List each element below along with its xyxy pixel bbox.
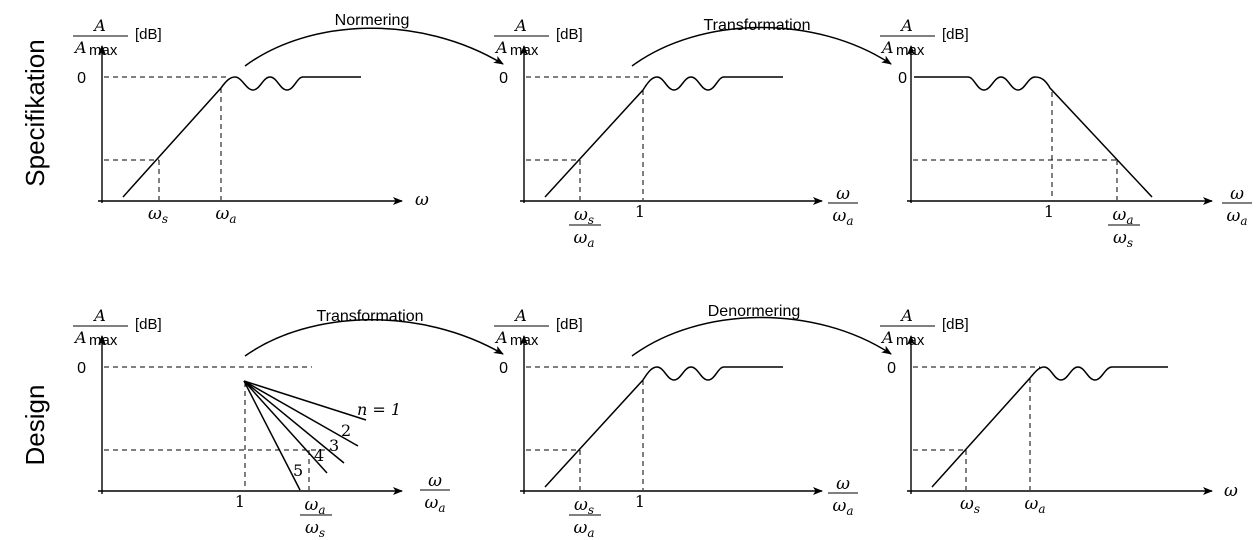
panel-design-normalized: A A max [dB] 0 ωs ωa 1 ω ωa [494,306,858,540]
tick-zero: 0 [77,70,86,87]
x-axis-label: ω ωa [828,474,858,518]
svg-text:max: max [89,42,118,59]
svg-text:ωa: ωa [424,493,445,515]
row-label-specifikation: Specifikation [20,39,50,186]
arrow-label-transformation-bottom: Transformation [317,308,424,325]
svg-text:ωa: ωa [1112,205,1133,227]
svg-text:[dB]: [dB] [135,26,162,43]
svg-text:ω: ω [836,474,850,494]
svg-text:A: A [899,16,913,35]
svg-text:A: A [513,16,527,35]
y-axis-label: A A [dB] max [dB] [73,306,162,349]
order-line-3 [243,380,345,464]
svg-text:ωa: ωa [832,206,853,228]
response-curve [544,366,783,488]
tick-omega-s: ωs [148,204,168,226]
svg-text:max: max [89,332,118,349]
tick-zero: 0 [499,70,508,87]
tick-omega-a: ωa [215,204,236,226]
x-axis-label: ω ωa [828,184,858,228]
tick-ratio-a-over-s: ωa ωs [300,495,332,540]
panel-spec-lowpass: A A max [dB] 0 1 ωa ωs ω ωa [880,16,1252,250]
arrow-transformation-top: Transformation [631,17,892,67]
panel-spec-normalized: A A max [dB] 0 ωs ωa 1 ω ωa [494,16,858,250]
order-label-3: 3 [329,436,339,455]
svg-text:[dB]: [dB] [556,316,583,333]
tick-zero: 0 [499,360,508,377]
tick-zero: 0 [898,70,907,87]
tick-one: 1 [635,202,645,221]
y-axis-label: A A max [dB] [494,306,583,349]
svg-text:ωs: ωs [1113,228,1133,250]
x-axis-label: ω ωa [1222,184,1252,228]
svg-text:A: A [73,328,87,347]
svg-text:ω: ω [1230,184,1244,204]
svg-text:A: A [880,328,894,347]
tick-ratio-a-over-s: ωa ωs [1108,205,1140,250]
svg-text:A: A [880,38,894,57]
order-lines [243,380,367,491]
svg-text:A: A [73,38,87,57]
svg-text:[dB]: [dB] [942,26,969,43]
tick-one: 1 [1044,202,1054,221]
x-axis-label: ω ωa [420,471,450,515]
tick-omega-s: ωs [960,494,980,516]
order-label-4: 4 [314,446,324,465]
x-axis-label: ω [1224,481,1238,501]
arrow-normering: Normering [244,12,504,67]
arrow-transformation-bottom: Transformation [244,308,504,357]
order-line-4 [243,380,328,474]
svg-text:ωs: ωs [574,495,594,517]
tick-zero: 0 [77,360,86,377]
row-label-design: Design [20,385,50,466]
svg-text:A: A [899,306,913,325]
order-label-2: 2 [341,421,351,440]
order-line-2 [243,380,359,447]
order-label-1: n = 1 [357,400,401,419]
svg-text:[dB]: [dB] [556,26,583,43]
order-line-5 [243,380,301,491]
tick-one: 1 [235,492,245,511]
svg-text:[dB]: [dB] [942,316,969,333]
tick-omega-a: ωa [1024,494,1045,516]
svg-text:ω: ω [836,184,850,204]
svg-text:ωs: ωs [305,518,325,540]
svg-text:A: A [92,306,106,325]
panel-design-orders: A A [dB] max [dB] 0 n = 1 2 3 4 5 1 ωa [73,306,450,540]
arrow-label-transformation-top: Transformation [704,17,811,34]
svg-text:ωa: ωa [832,496,853,518]
svg-text:A: A [513,306,527,325]
arrow-label-normering: Normering [335,12,410,29]
order-label-5: 5 [293,461,303,480]
tick-ratio-s-over-a: ωs ωa [569,495,601,540]
tick-one: 1 [635,492,645,511]
y-axis-label: A A max [dB] [494,16,583,59]
response-curve [122,76,361,198]
svg-text:ωa: ωa [304,495,325,517]
response-curve [544,76,783,198]
svg-text:ω: ω [428,471,442,491]
arrow-label-denormering: Denormering [708,303,800,320]
tick-ratio-s-over-a: ωs ωa [569,205,601,250]
order-line-1 [243,380,367,421]
response-curve [931,366,1168,488]
tick-zero: 0 [887,360,896,377]
y-axis-label: A A max [dB] [73,16,162,59]
svg-text:ωa: ωa [1226,206,1247,228]
svg-text:A: A [494,328,508,347]
panel-design-denormalized: A A max [dB] 0 ωs ωa ω [880,306,1238,516]
svg-text:[dB]: [dB] [135,316,162,333]
panel-spec-original: A A max [dB] 0 ωs ωa ω [73,16,429,226]
x-axis-label: ω [415,190,429,210]
svg-text:A: A [494,38,508,57]
y-axis-label: A A max [dB] [880,16,969,59]
svg-text:ωs: ωs [574,205,594,227]
svg-text:ωa: ωa [573,228,594,250]
svg-text:ωa: ωa [573,518,594,540]
response-curve [914,76,1153,198]
y-axis-label: A A max [dB] [880,306,969,349]
svg-text:A: A [92,16,106,35]
arrow-denormering: Denormering [631,303,892,357]
